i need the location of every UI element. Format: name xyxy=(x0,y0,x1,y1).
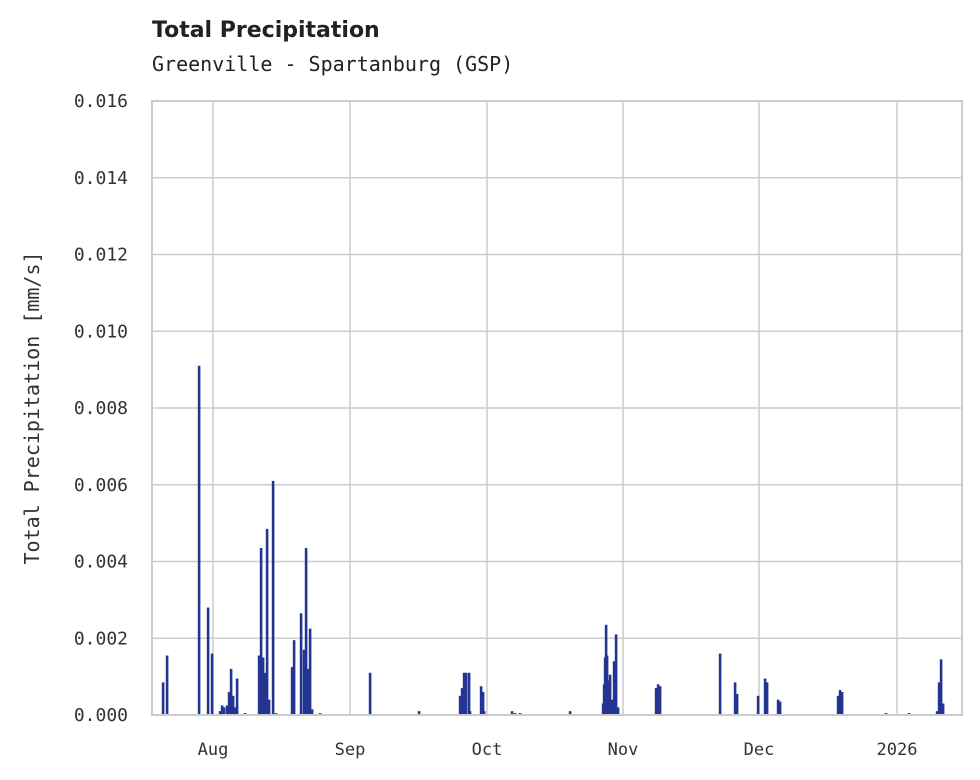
precipitation-bar xyxy=(658,686,662,715)
chart-subtitle: Greenville - Spartanburg (GSP) xyxy=(152,52,514,76)
precipitation-bar xyxy=(233,707,237,715)
precipitation-bar xyxy=(210,653,214,715)
chart-title: Total Precipitation xyxy=(152,18,380,43)
x-tick-label: Oct xyxy=(472,740,503,760)
precipitation-bar xyxy=(735,693,739,715)
precipitation-bar xyxy=(222,707,226,715)
precipitation-bar xyxy=(197,365,201,715)
precipitation-bar xyxy=(939,659,943,715)
precipitation-bar xyxy=(510,711,514,715)
precipitation-bar xyxy=(206,607,210,715)
precipitation-bar xyxy=(656,684,660,715)
precipitation-bar xyxy=(257,655,261,715)
precipitation-bar xyxy=(290,667,294,715)
y-tick-label: 0.016 xyxy=(74,91,128,112)
precipitation-bar xyxy=(165,655,169,715)
precipitation-bar xyxy=(460,688,464,715)
precipitation-bar xyxy=(308,628,312,715)
y-tick-label: 0.010 xyxy=(74,321,128,342)
y-tick-label: 0.006 xyxy=(74,475,128,496)
precipitation-bar xyxy=(368,672,372,715)
precipitation-bar xyxy=(263,672,267,715)
precipitation-bar xyxy=(610,699,614,715)
precipitation-bar xyxy=(225,705,229,715)
precipitation-bar xyxy=(605,655,609,715)
precipitation-bar xyxy=(299,613,303,715)
precipitation-bar xyxy=(838,690,842,715)
y-tick-label: 0.012 xyxy=(74,245,128,266)
precipitation-bar xyxy=(941,703,945,715)
x-axis-ticks: Aug Sep Oct Nov Dec 2026 xyxy=(198,740,918,760)
precipitation-bar xyxy=(733,682,737,715)
precipitation-bar xyxy=(482,711,486,715)
precipitation-bar xyxy=(479,686,483,715)
precipitation-bar xyxy=(608,674,612,715)
x-tick-label: Nov xyxy=(608,740,639,760)
precipitation-bar xyxy=(218,711,222,715)
precipitation-bar xyxy=(468,711,472,715)
precipitation-bar xyxy=(229,668,233,715)
precipitation-bar xyxy=(937,682,941,715)
x-tick-label: Sep xyxy=(335,740,366,760)
precipitation-bar xyxy=(840,691,844,715)
precipitation-bar xyxy=(836,695,840,715)
precipitation-bar xyxy=(259,548,263,715)
precipitation-bar xyxy=(467,672,471,715)
precipitation-bar xyxy=(417,711,421,715)
precipitation-bar xyxy=(778,701,782,715)
x-tick-label: 2026 xyxy=(877,740,918,760)
precipitation-bar xyxy=(616,707,620,715)
y-tick-label: 0.008 xyxy=(74,398,128,419)
precipitation-bar xyxy=(763,678,767,715)
precipitation-bar xyxy=(310,709,314,715)
y-tick-label: 0.004 xyxy=(74,552,128,573)
precipitation-bar xyxy=(304,548,308,715)
precipitation-bar xyxy=(464,672,468,715)
precipitation-bar xyxy=(235,678,239,715)
precipitation-bar xyxy=(654,688,658,715)
precipitation-bar xyxy=(481,691,485,715)
x-tick-label: Dec xyxy=(744,740,775,760)
precipitation-bar xyxy=(220,705,224,715)
precipitation-bar xyxy=(614,634,618,715)
precipitation-bar xyxy=(458,695,462,715)
precipitation-bar xyxy=(231,695,235,715)
precipitation-bar xyxy=(612,661,616,715)
precipitation-bar xyxy=(292,640,296,715)
grid-lines xyxy=(152,101,962,715)
precipitation-bar xyxy=(227,691,231,715)
precipitation-bar xyxy=(161,682,165,715)
precipitation-bar xyxy=(302,649,306,715)
precipitation-bar xyxy=(462,672,466,715)
precipitation-bar xyxy=(261,657,265,715)
precipitation-bar xyxy=(267,699,271,715)
plot-frame xyxy=(151,100,963,716)
precipitation-bar xyxy=(271,480,275,715)
precipitation-bar xyxy=(776,699,780,715)
precipitation-bar xyxy=(765,682,769,715)
precipitation-bar xyxy=(306,668,310,715)
precipitation-bar xyxy=(935,711,939,715)
y-tick-label: 0.000 xyxy=(74,705,128,726)
precipitation-bars xyxy=(161,365,945,715)
precipitation-bar xyxy=(756,695,760,715)
precipitation-bar xyxy=(718,653,722,715)
precipitation-bar xyxy=(265,528,269,715)
x-tick-label: Aug xyxy=(198,740,229,760)
y-tick-label: 0.002 xyxy=(74,628,128,649)
precipitation-bar xyxy=(568,711,572,715)
y-axis-ticks: 0.000 0.002 0.004 0.006 0.008 0.010 0.012 0.014… xyxy=(74,91,128,726)
y-tick-label: 0.014 xyxy=(74,168,128,189)
